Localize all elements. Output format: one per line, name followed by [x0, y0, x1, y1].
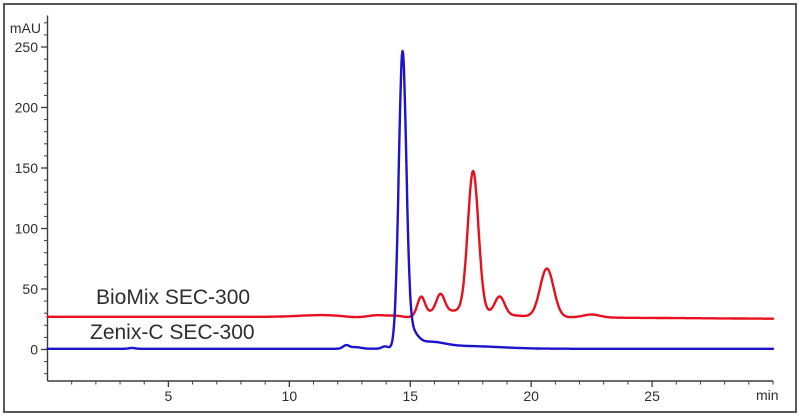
y-tick-label: 150 — [15, 160, 39, 176]
x-tick-label: 10 — [282, 388, 298, 404]
y-tick-label: 50 — [22, 281, 38, 297]
y-tick-label: 200 — [15, 100, 39, 116]
zenix-trace — [46, 49, 775, 350]
biomix-trace — [46, 169, 775, 320]
axis-tick-layer: 0 50 100 150 200 250 5 10 15 20 25 — [15, 22, 774, 404]
x-tick-label: 25 — [644, 388, 660, 404]
y-tick-label: 0 — [30, 342, 38, 358]
x-tick-label: 15 — [402, 388, 418, 404]
biomix-series-label: BioMix SEC-300 — [96, 286, 250, 309]
y-axis-unit-label: mAU — [10, 20, 41, 36]
x-tick-label: 5 — [165, 388, 173, 404]
y-tick-label: 100 — [15, 221, 39, 237]
x-tick-label: 20 — [523, 388, 539, 404]
x-axis-unit-label: min — [756, 387, 779, 403]
zenix-series-label: Zenix-C SEC-300 — [90, 321, 255, 344]
y-tick-label: 250 — [15, 39, 39, 55]
